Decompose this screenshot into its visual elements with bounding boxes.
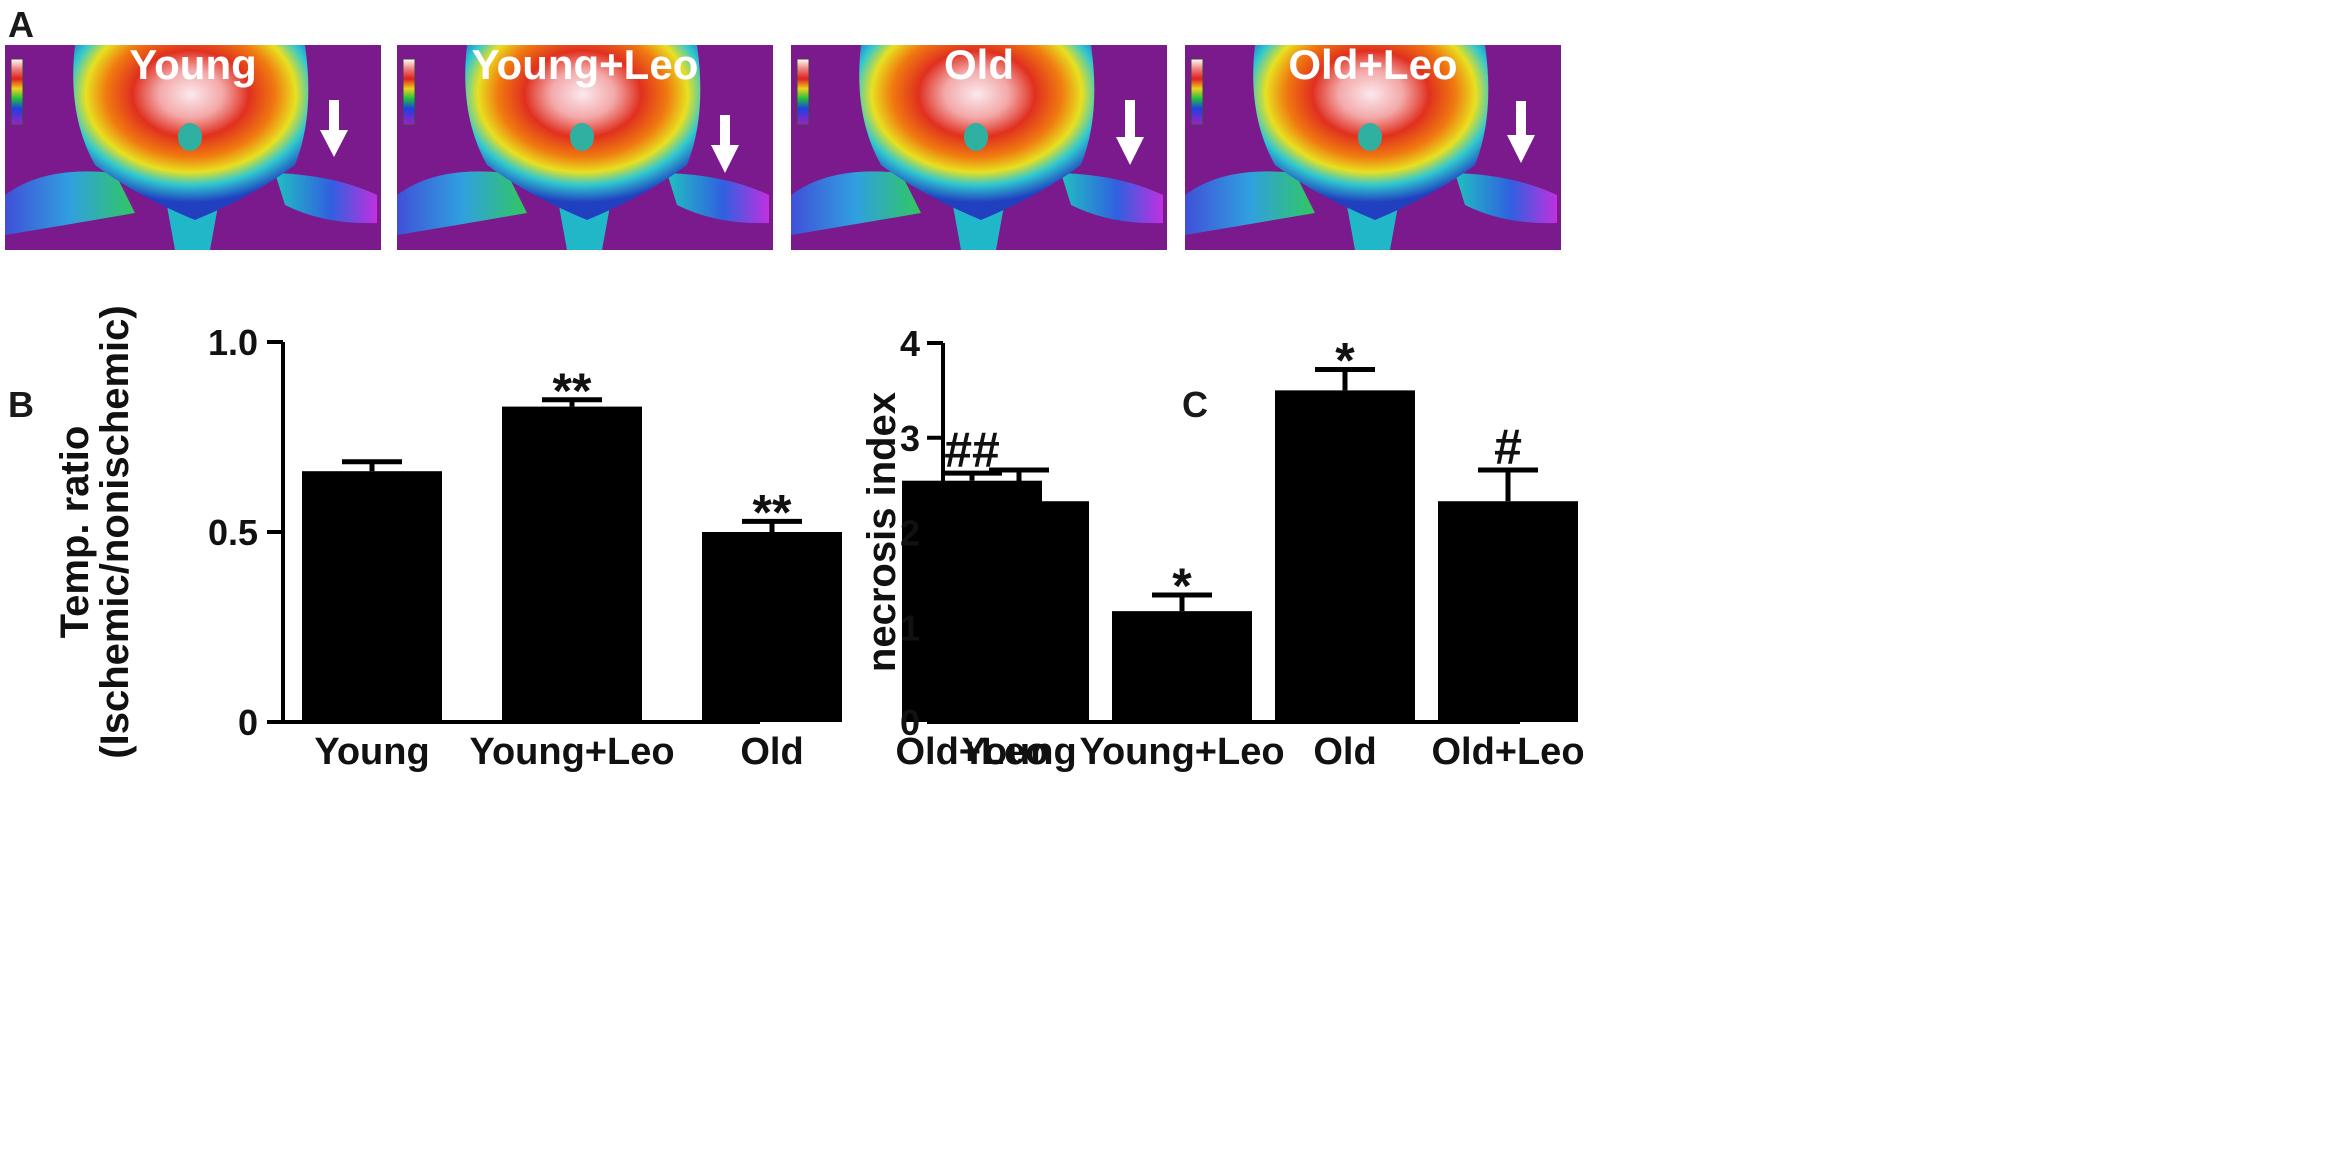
bar (702, 532, 842, 722)
y-tick-label: 0 (900, 702, 920, 743)
significance-label: ** (553, 363, 592, 419)
significance-label: # (1494, 419, 1522, 475)
thermal-image-young-leo: Young+Leo (396, 41, 774, 251)
thermal-image-old: Old (790, 41, 1168, 251)
white-arrow-icon (1507, 101, 1535, 163)
category-label: Young+Leo (469, 731, 674, 773)
y-tick-label: 0.5 (208, 512, 258, 553)
thermal-label-old-leo: Old+Leo (1288, 41, 1457, 88)
y-axis-title: Temp. ratio (53, 426, 97, 639)
category-label: Young (961, 731, 1076, 773)
y-tick-label: 0 (238, 702, 258, 743)
y-tick-label: 3 (900, 418, 920, 459)
significance-label: * (1335, 333, 1355, 389)
category-label: Old+Leo (895, 731, 1048, 773)
panel-letter-b: B (8, 384, 34, 425)
y-tick-label: 1.0 (208, 322, 258, 363)
bar (1112, 611, 1252, 722)
thermal-image-young: Young (4, 41, 382, 251)
bar (1438, 501, 1578, 722)
bar (949, 501, 1089, 722)
white-arrow-icon (1116, 100, 1144, 165)
panel-letter-c: C (1182, 384, 1208, 425)
y-tick-label: 2 (900, 513, 920, 554)
category-label: Old+Leo (1431, 731, 1584, 773)
panel-letter-a: A (8, 4, 34, 45)
bar (1275, 390, 1415, 722)
thermal-image-old-leo: Old+Leo (1184, 41, 1562, 251)
thermal-label-old: Old (944, 41, 1014, 88)
y-axis-title: necrosis index (860, 392, 904, 672)
bar (302, 471, 442, 722)
significance-label: ** (753, 484, 792, 540)
category-label: Old (740, 731, 803, 773)
category-label: Young+Leo (1079, 731, 1284, 773)
thermal-label-young: Young (129, 41, 257, 88)
chart-necrosis-index: 0 1 2 3 4 necrosis index Young * Young+Leo * Old # O… (860, 323, 1585, 773)
category-label: Old (1313, 731, 1376, 773)
bar (502, 406, 642, 722)
white-arrow-icon (320, 100, 348, 157)
white-arrow-icon (711, 115, 739, 173)
chart-temp-ratio: 0 0.5 1.0 Temp. ratio(Ischemic/nonischemic)… (53, 305, 1049, 773)
category-label: Young (314, 731, 429, 773)
thermal-label-young-leo: Young+Leo (472, 41, 699, 88)
y-axis-title-line2: (Ischemic/nonischemic) (93, 305, 137, 758)
y-tick-label: 4 (900, 323, 920, 364)
y-tick-label: 1 (900, 607, 920, 648)
significance-label: * (1172, 558, 1192, 614)
